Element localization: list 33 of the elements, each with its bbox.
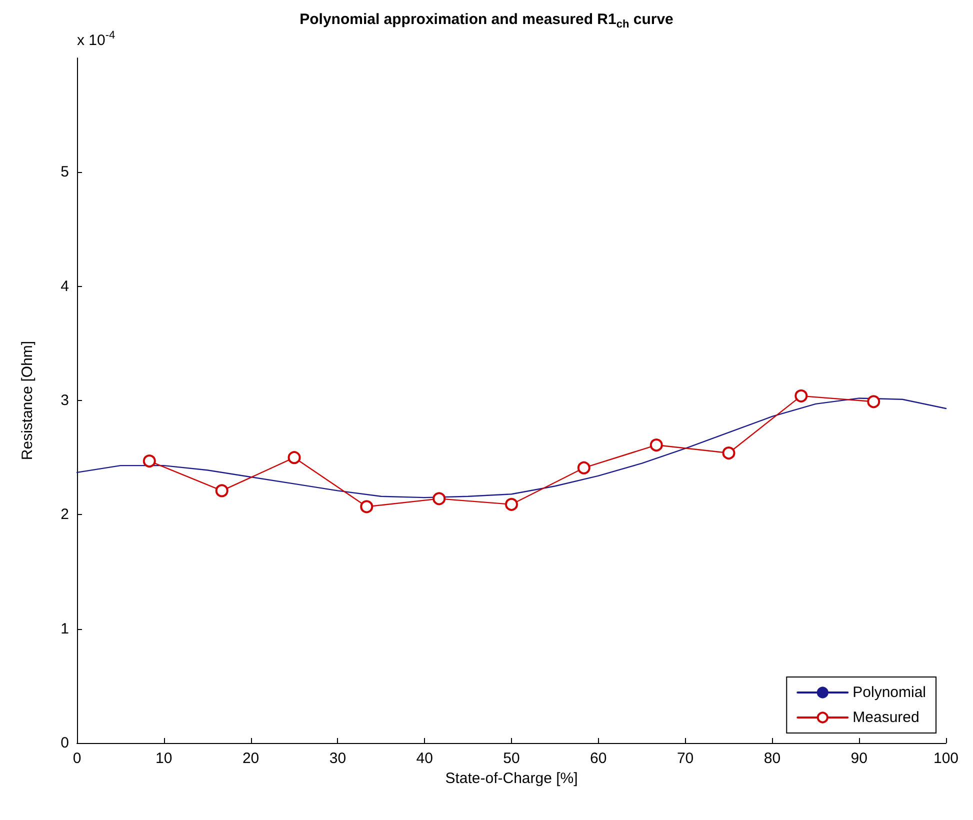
y-tick-label: 2	[60, 506, 69, 524]
point	[794, 389, 808, 402]
point	[215, 484, 228, 498]
x-tick-label: 100	[933, 750, 959, 767]
point	[288, 451, 301, 464]
x-axis-title: State-of-Charge [%]	[445, 770, 578, 787]
x-tick-label: 0	[72, 750, 82, 767]
y-tick-label: 0	[60, 734, 69, 752]
legend-label: Polynomial	[852, 684, 926, 701]
point	[360, 500, 374, 514]
line-series	[76, 398, 947, 498]
point	[650, 438, 663, 452]
x-tick-label: 20	[242, 750, 260, 767]
x-tick-label: 10	[156, 750, 172, 767]
point	[722, 446, 736, 460]
x-tick-label: 50	[503, 750, 520, 767]
x-tick-label: 40	[416, 750, 433, 767]
point	[142, 454, 156, 468]
point	[577, 461, 590, 474]
x-tick-label: 80	[764, 750, 781, 767]
y-tick-label: 1	[60, 620, 69, 638]
y-axis-title: Resistance [Ohm]	[19, 340, 36, 460]
point	[505, 498, 518, 511]
y-tick-label: 3	[60, 392, 69, 409]
x-tick-label: 60	[590, 750, 607, 767]
x-tick-label: 30	[329, 750, 346, 767]
x-tick-label: 90	[850, 750, 868, 767]
point	[432, 492, 446, 506]
x-tick-label: 70	[676, 750, 694, 767]
point	[867, 395, 880, 408]
y-tick-label: 4	[60, 278, 69, 295]
legend-label: Measured	[852, 709, 920, 726]
y-tick-label: 5	[60, 164, 69, 181]
